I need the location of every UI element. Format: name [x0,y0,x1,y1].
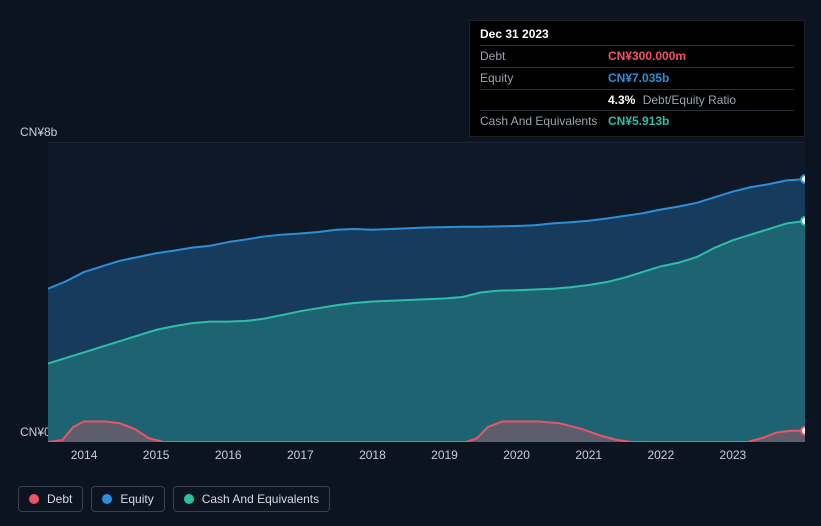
tooltip-row-equity: Equity CN¥7.035b [480,67,794,89]
legend-label: Cash And Equivalents [202,492,319,506]
legend-label: Debt [47,492,72,506]
legend-swatch [29,494,39,504]
xaxis-tick-label: 2018 [359,448,386,462]
chart-legend: Debt Equity Cash And Equivalents [18,486,330,512]
tooltip-value-pct: 4.3% [608,93,635,107]
tooltip-label: Equity [480,70,608,87]
tooltip-value: CN¥5.913b [608,113,669,130]
tooltip-value: CN¥7.035b [608,70,669,87]
xaxis: 2014 2015 2016 2017 2018 2019 2020 2021 2022 2023 [48,448,805,466]
xaxis-tick-label: 2014 [71,448,98,462]
xaxis-tick-label: 2015 [143,448,170,462]
legend-swatch [184,494,194,504]
tooltip-value: CN¥300.000m [608,48,686,65]
tooltip-row-debt: Debt CN¥300.000m [480,45,794,67]
legend-item-cash[interactable]: Cash And Equivalents [173,486,330,512]
tooltip-label: Debt [480,48,608,65]
xaxis-tick-label: 2021 [575,448,602,462]
legend-label: Equity [120,492,153,506]
tooltip-row-ratio: 4.3% Debt/Equity Ratio [480,89,794,111]
xaxis-tick-label: 2022 [647,448,674,462]
yaxis-tick-label: CN¥8b [20,125,57,139]
chart-plot-area[interactable] [48,142,805,442]
chart-svg [48,143,805,442]
legend-swatch [102,494,112,504]
xaxis-tick-label: 2017 [287,448,314,462]
xaxis-tick-label: 2016 [215,448,242,462]
legend-item-debt[interactable]: Debt [18,486,83,512]
xaxis-tick-label: 2019 [431,448,458,462]
xaxis-tick-label: 2023 [720,448,747,462]
tooltip-label [480,92,608,109]
tooltip-value-text: Debt/Equity Ratio [643,93,736,107]
chart-container: { "chart": { "type": "area", "background… [0,0,821,526]
tooltip-date: Dec 31 2023 [480,27,794,45]
chart-tooltip: Dec 31 2023 Debt CN¥300.000m Equity CN¥7… [469,20,805,137]
tooltip-row-cash: Cash And Equivalents CN¥5.913b [480,110,794,132]
xaxis-tick-label: 2020 [503,448,530,462]
legend-item-equity[interactable]: Equity [91,486,164,512]
tooltip-label: Cash And Equivalents [480,113,608,130]
yaxis-tick-label: CN¥0 [20,425,51,439]
